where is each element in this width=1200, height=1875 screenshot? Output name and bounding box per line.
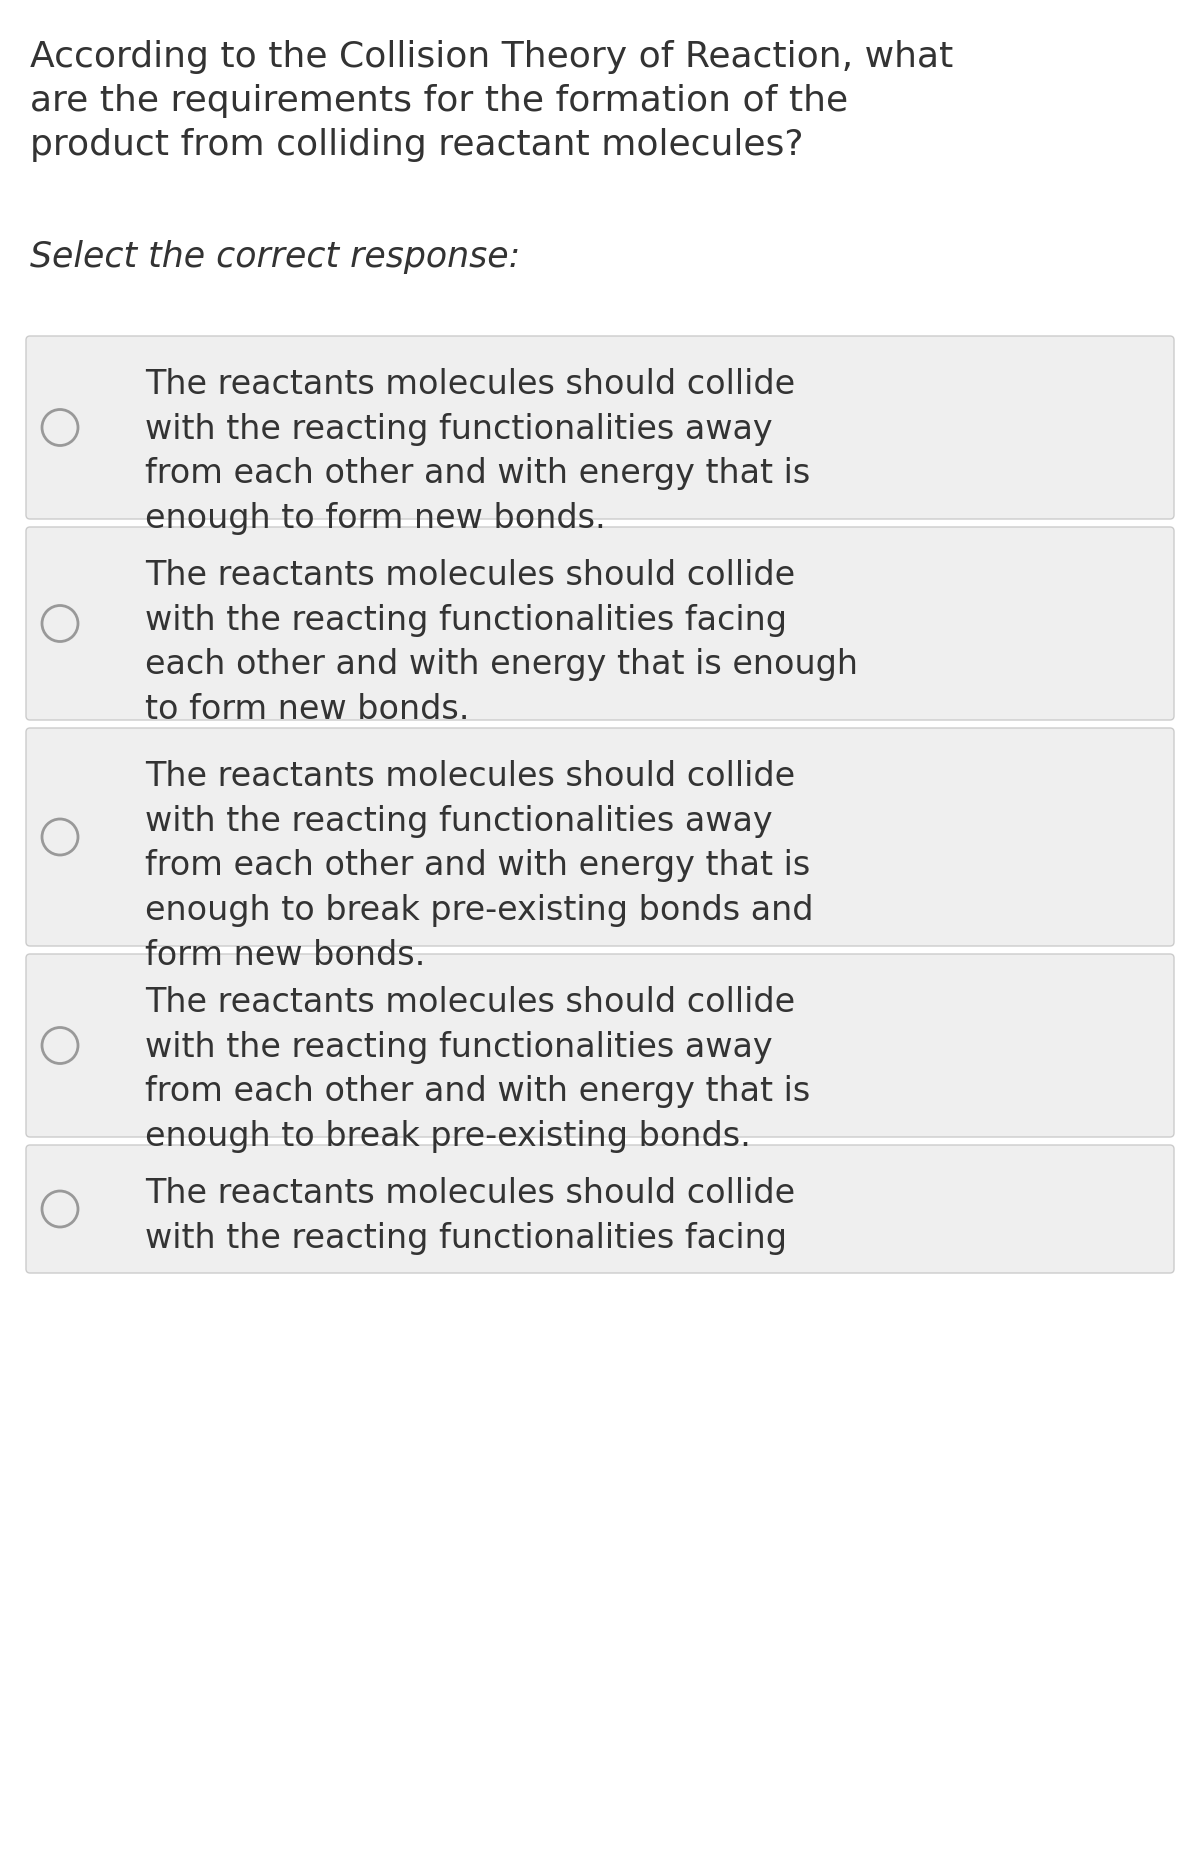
FancyBboxPatch shape [26,728,1174,947]
FancyBboxPatch shape [26,1146,1174,1273]
Text: product from colliding reactant molecules?: product from colliding reactant molecule… [30,128,804,161]
Text: According to the Collision Theory of Reaction, what: According to the Collision Theory of Rea… [30,39,953,73]
FancyBboxPatch shape [26,527,1174,720]
FancyBboxPatch shape [26,954,1174,1136]
Text: The reactants molecules should collide
with the reacting functionalities facing: The reactants molecules should collide w… [145,1178,796,1254]
Circle shape [42,409,78,446]
Text: The reactants molecules should collide
with the reacting functionalities away
fr: The reactants molecules should collide w… [145,986,810,1153]
Text: are the requirements for the formation of the: are the requirements for the formation o… [30,84,848,118]
Text: The reactants molecules should collide
with the reacting functionalities away
fr: The reactants molecules should collide w… [145,368,810,534]
Text: The reactants molecules should collide
with the reacting functionalities facing
: The reactants molecules should collide w… [145,559,858,726]
Circle shape [42,1028,78,1063]
Text: The reactants molecules should collide
with the reacting functionalities away
fr: The reactants molecules should collide w… [145,759,814,971]
Circle shape [42,819,78,855]
Text: Select the correct response:: Select the correct response: [30,240,521,274]
Circle shape [42,1191,78,1226]
FancyBboxPatch shape [26,336,1174,519]
Circle shape [42,606,78,641]
